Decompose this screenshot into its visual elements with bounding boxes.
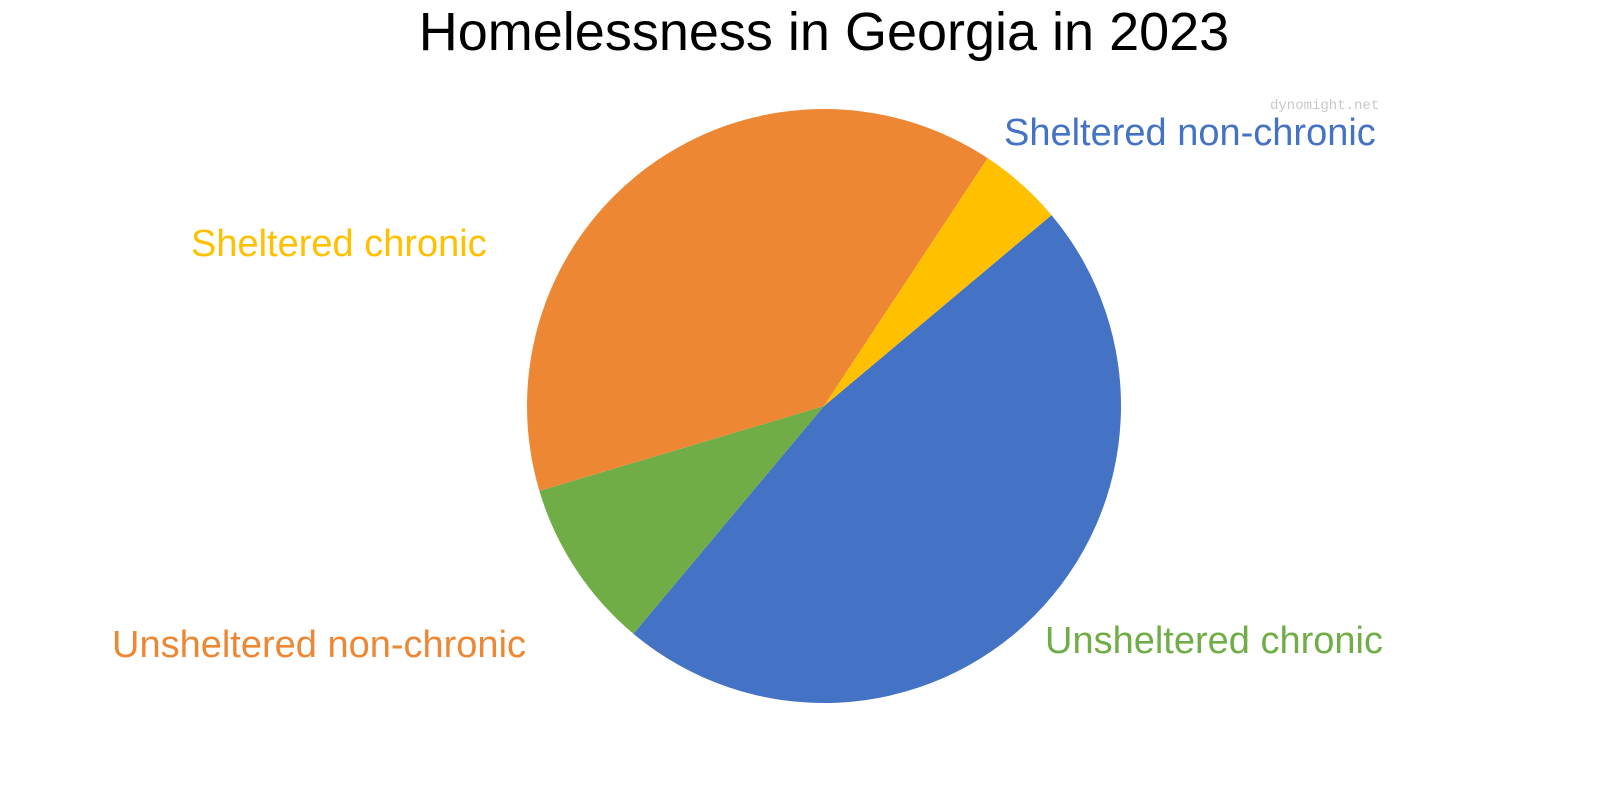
slice-label-unsheltered-non-chronic: Unsheltered non-chronic [112, 624, 526, 666]
pie-slices [526, 108, 1122, 704]
slice-label-sheltered-non-chronic: Sheltered non-chronic [1004, 112, 1376, 154]
slice-label-unsheltered-chronic: Unsheltered chronic [1045, 620, 1383, 662]
slice-label-sheltered-chronic: Sheltered chronic [191, 223, 487, 265]
pie-slice-unsheltered-non-chronic [526, 108, 988, 491]
chart-title: Homelessness in Georgia in 2023 [419, 2, 1229, 62]
pie-slice-sheltered-non-chronic [633, 215, 1122, 704]
pie-slice-unsheltered-chronic [539, 406, 824, 634]
watermark: dynomight.net [1270, 98, 1379, 114]
pie-slice-sheltered-chronic [824, 158, 1052, 406]
